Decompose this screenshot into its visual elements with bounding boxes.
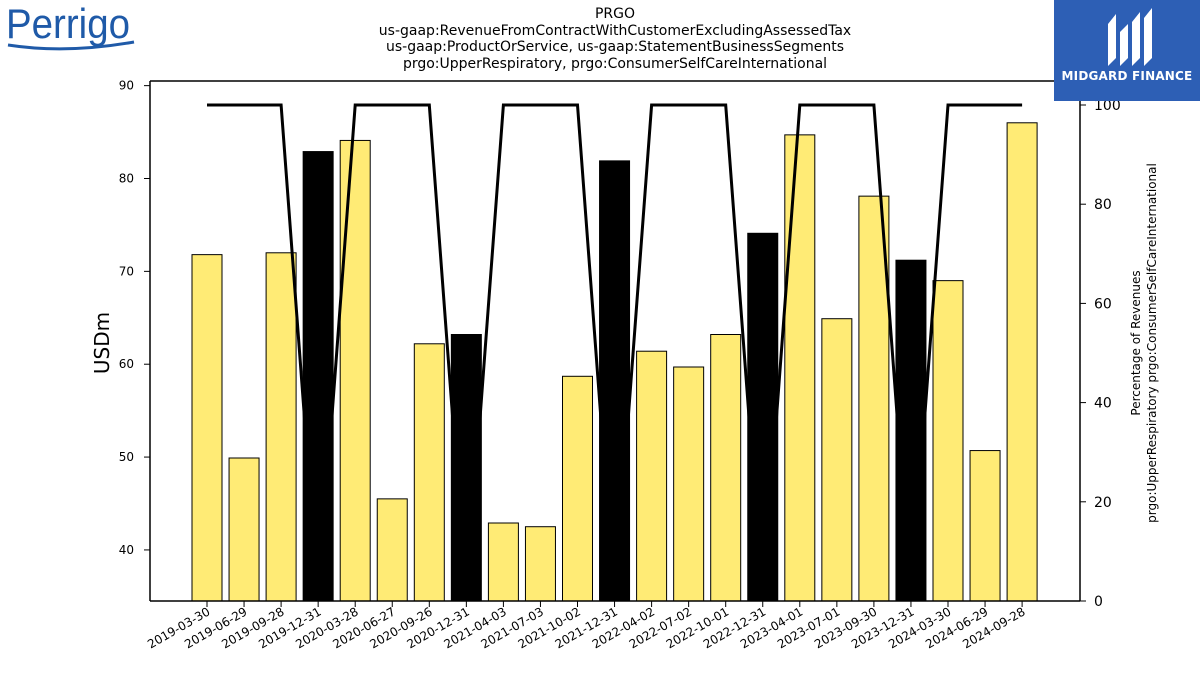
bar-2022-10-01 [710, 334, 742, 602]
midgard-finance-logo: MIDGARD FINANCE [1054, 0, 1200, 101]
y-tick-label-70: 70 [119, 264, 134, 278]
y2-tick-label-40: 40 [1094, 396, 1112, 412]
title-line-4: prgo:UpperRespiratory, prgo:ConsumerSelf… [402, 55, 828, 72]
y-tick-label-40: 40 [119, 543, 134, 557]
y2-tick-label-100: 100 [1094, 98, 1121, 114]
y-tick-label-80: 80 [119, 172, 134, 186]
bar-2020-09-26 [413, 343, 445, 602]
bar-2023-04-01 [784, 134, 816, 602]
bar-2024-06-29 [969, 450, 1001, 602]
title-line-2: us-gaap:RevenueFromContractWithCustomerE… [378, 22, 852, 39]
bar-2021-07-03 [524, 526, 556, 602]
bar-2022-04-02 [636, 350, 668, 602]
y-tick-label-60: 60 [119, 357, 134, 371]
y2-tick-label-0: 0 [1094, 594, 1103, 610]
bar-2021-04-03 [487, 522, 519, 602]
bars-group [191, 122, 1038, 602]
bar-2020-03-28 [339, 139, 371, 602]
title-line-3: us-gaap:ProductOrService, us-gaap:Statem… [385, 39, 844, 55]
bar-2024-03-30 [932, 280, 964, 602]
bar-2022-12-31 [747, 232, 779, 602]
y-axis-label: USDm [90, 312, 114, 374]
midgard-emblem-icon [1108, 8, 1152, 66]
y-tick-label-90: 90 [119, 79, 134, 93]
y-tick-label-50: 50 [119, 450, 134, 464]
y2-ticks-group: 0 20 40 60 80 100 [1080, 98, 1121, 610]
bar-2021-10-02 [562, 375, 593, 602]
bar-2024-09-28 [1006, 122, 1038, 602]
y2-axis-label-line-2: prgo:UpperRespiratory prgo:ConsumerSelfC… [1145, 163, 1159, 523]
chart-title: PRGO us-gaap:RevenueFromContractWithCust… [315, 6, 915, 72]
y2-axis-label-line-1: Percentage of Revenues [1129, 270, 1143, 415]
bar-2019-09-28 [265, 252, 297, 602]
bar-2022-07-02 [673, 366, 705, 602]
bar-2019-06-29 [228, 457, 260, 602]
bar-2020-06-27 [376, 498, 408, 602]
bar-2019-12-31 [302, 151, 334, 602]
x-ticks-group: 2019-03-302019-06-292019-09-282019-12-31… [145, 601, 1028, 651]
bar-2023-09-30 [858, 195, 890, 602]
y2-tick-label-20: 20 [1094, 495, 1112, 511]
bar-2023-07-01 [821, 318, 853, 602]
y2-tick-label-60: 60 [1094, 296, 1112, 312]
perrigo-logo-text: Perrigo [6, 2, 130, 47]
bar-2019-03-30 [191, 254, 223, 602]
midgard-logo-text: MIDGARD FINANCE [1061, 69, 1193, 83]
title-line-1: PRGO [594, 6, 636, 22]
perrigo-logo: Perrigo [6, 0, 138, 54]
bar-2023-12-31 [895, 259, 927, 602]
y-ticks-group: 40 50 60 70 80 90 [119, 79, 150, 557]
y2-tick-label-80: 80 [1094, 197, 1112, 213]
bar-2021-12-31 [599, 160, 631, 602]
